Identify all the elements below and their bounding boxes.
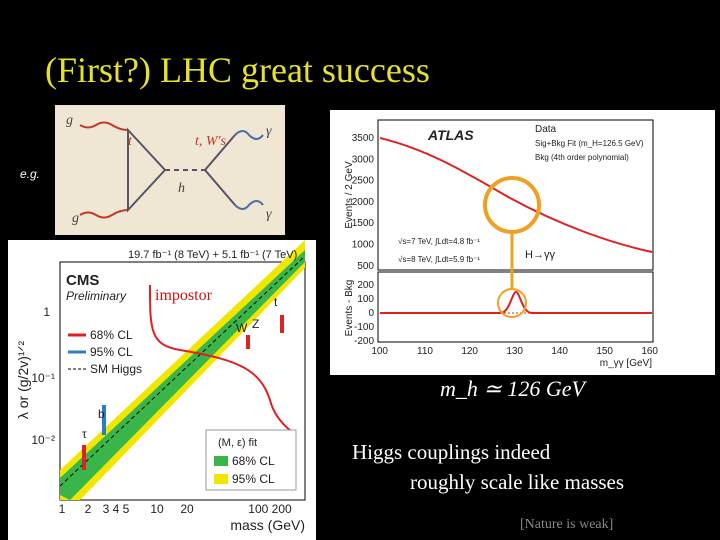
x-tick-label: 100 xyxy=(371,346,388,357)
y-tick-label: 100 xyxy=(357,294,374,305)
particle-label: W xyxy=(236,321,248,335)
frame-bottom xyxy=(377,271,654,343)
y-tick-label: -200 xyxy=(354,336,374,347)
particle-label: t xyxy=(274,295,278,309)
y-tick-label: 10⁻² xyxy=(31,433,55,447)
highlight-bump xyxy=(497,288,527,318)
legend-swatch xyxy=(214,456,228,466)
y-label: Events / 2 GeV xyxy=(344,161,355,229)
y-tick-label: 1000 xyxy=(352,240,375,251)
particle-label: Z xyxy=(252,317,259,331)
eg-label: e.g. xyxy=(20,167,40,181)
legend-label: Bkg (4th order polynomial) xyxy=(535,153,629,162)
label: γ xyxy=(266,207,272,222)
impostor-curve xyxy=(149,284,293,433)
cms-plot: 19.7 fb⁻¹ (8 TeV) + 5.1 fb⁻¹ (7 TeV) CMS… xyxy=(8,240,316,540)
sm-line xyxy=(59,255,306,487)
legend-label: 68% CL xyxy=(90,328,133,342)
x-tick-label: 3 4 5 xyxy=(103,502,130,516)
particle-label: b xyxy=(98,407,105,421)
fit-curve xyxy=(379,137,653,253)
legend-label: SM Higgs xyxy=(90,362,142,376)
x-tick-label: 120 xyxy=(461,346,478,357)
slide-title: (First?) LHC great success xyxy=(45,50,430,90)
point xyxy=(82,445,86,470)
plot-frame xyxy=(59,261,306,501)
x-tick-label: 160 xyxy=(641,346,658,357)
status: Preliminary xyxy=(66,289,127,303)
y-tick-label: 200 xyxy=(357,280,374,291)
conditions: √s=7 TeV, ∫Ldt=4.8 fb⁻¹ xyxy=(398,237,480,246)
footnote: [Nature is weak] xyxy=(520,517,613,532)
y-tick-label: 0 xyxy=(368,308,374,319)
x-tick-label: 130 xyxy=(506,346,523,357)
y-tick-label: -100 xyxy=(354,322,374,333)
plot-bg xyxy=(330,110,715,375)
y-tick-label: 500 xyxy=(357,261,374,272)
y-tick-label: 2000 xyxy=(352,197,375,208)
caption-line: Higgs couplings indeed xyxy=(352,440,551,464)
y-tick-label: 1 xyxy=(43,305,50,319)
legend-swatch xyxy=(214,474,228,484)
experiment: ATLAS xyxy=(427,127,474,143)
x-tick-label: 20 xyxy=(180,502,194,516)
y-label: Events - Bkg xyxy=(344,280,355,337)
legend-label: 95% CL xyxy=(90,345,133,359)
y-tick-label: 10⁻¹ xyxy=(31,371,55,385)
x-label: m_γγ [GeV] xyxy=(600,358,652,369)
label: t xyxy=(128,134,133,149)
inset-title: (M, ε) fit xyxy=(218,437,257,449)
legend-label: Data xyxy=(535,124,557,135)
residual-curve xyxy=(380,290,652,314)
particle-label: τ xyxy=(82,427,87,441)
y-tick-label: 2500 xyxy=(352,176,375,187)
y-tick-label: 3000 xyxy=(352,154,375,165)
atlas-plot: ATLAS Data Sig+Bkg Fit (m_H=126.5 GeV) B… xyxy=(330,110,715,375)
conditions: √s=8 TeV, ∫Ldt=5.9 fb⁻¹ xyxy=(398,255,480,264)
feynman-diagram: g g t t, W's h γ γ xyxy=(55,105,285,235)
x-tick-label: 150 xyxy=(596,346,613,357)
x-label: mass (GeV) xyxy=(230,517,305,533)
gluons xyxy=(79,121,129,219)
photons xyxy=(234,130,264,210)
inset-label: 68% CL xyxy=(232,454,275,468)
legend-label: Sig+Bkg Fit (m_H=126.5 GeV) xyxy=(535,139,644,148)
point xyxy=(280,315,284,333)
frame-top xyxy=(377,119,654,271)
impostor-label: impostor xyxy=(155,287,213,304)
x-tick-label: 10 xyxy=(150,502,164,516)
x-tick-label: 100 200 xyxy=(248,502,292,516)
x-tick-label: 140 xyxy=(551,346,568,357)
x-tick-label: 1 xyxy=(59,502,66,516)
label: t, W's xyxy=(195,134,227,149)
y-label: λ or (g/2v)¹ᐟ² xyxy=(15,341,31,420)
caption-line: roughly scale like masses xyxy=(410,470,624,494)
x-tick-label: 110 xyxy=(417,346,433,357)
y-tick-label: 1500 xyxy=(352,218,375,229)
label: g xyxy=(72,211,79,226)
lumi: 19.7 fb⁻¹ (8 TeV) + 5.1 fb⁻¹ (7 TeV) xyxy=(128,249,297,261)
experiment: CMS xyxy=(66,272,99,289)
band-68 xyxy=(60,250,305,500)
point xyxy=(246,335,250,349)
y-tick-label: 3500 xyxy=(352,133,375,144)
x-tick-label: 2 xyxy=(85,502,92,516)
mass-formula: m_h ≃ 126 GeV xyxy=(440,376,587,401)
point xyxy=(102,405,106,435)
inset-label: 95% CL xyxy=(232,472,275,486)
label: γ xyxy=(266,124,272,139)
label: g xyxy=(66,113,73,128)
channel: H→γγ xyxy=(525,249,555,261)
label: h xyxy=(178,181,185,196)
